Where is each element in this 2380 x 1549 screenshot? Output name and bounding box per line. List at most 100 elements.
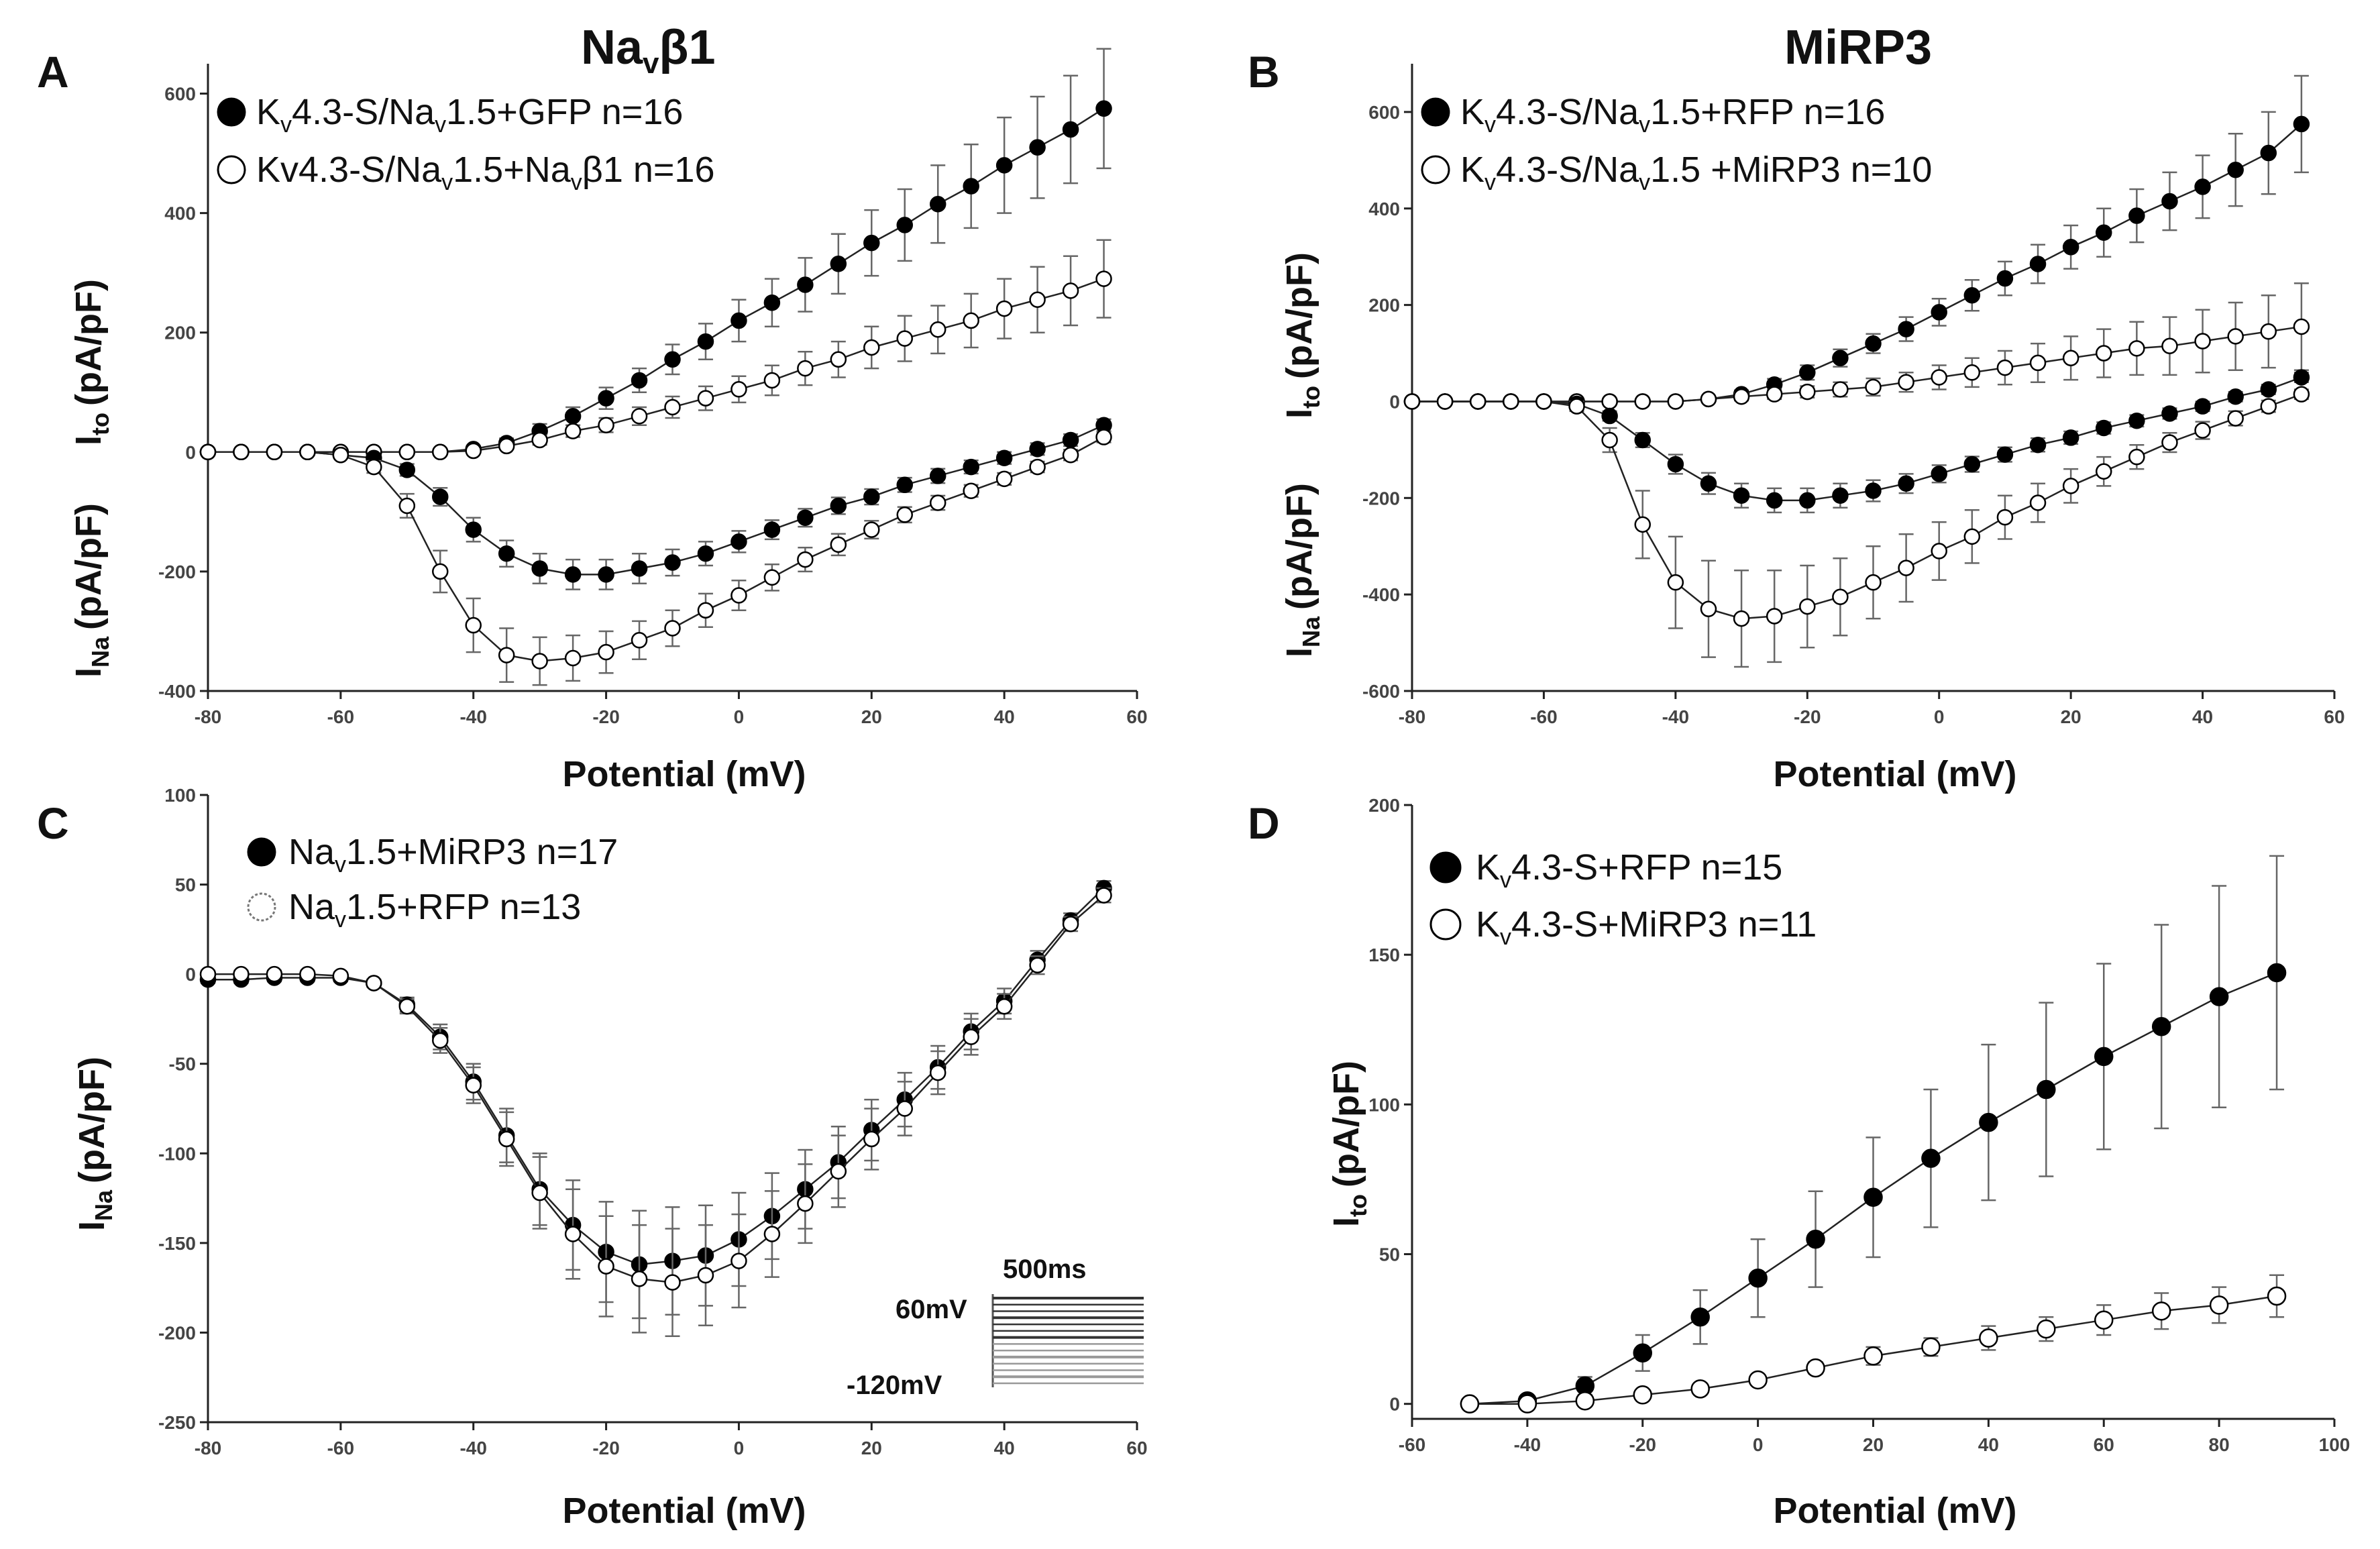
panel-d-xlabel: Potential (mV) [1773, 1491, 2016, 1531]
data-point [233, 443, 250, 461]
ylabel-a-ina-subscript: Na [87, 636, 114, 667]
x-tick-label-d: 80 [2209, 1434, 2230, 1455]
data-point [564, 649, 582, 667]
ylabel-b-ito-main: I [1279, 409, 1319, 419]
data-point [1634, 431, 1651, 449]
x-tick-label-c: -40 [459, 1438, 486, 1458]
data-point [1095, 429, 1112, 445]
data-point [963, 178, 979, 195]
data-point [995, 470, 1013, 488]
series-a-2 [199, 417, 1112, 590]
legend-b-mirp3-label: Kv4.3-S/Nav1.5 +MiRP3 n=10 [1460, 150, 1932, 195]
legend-a-navb1-post: β1 n=16 [582, 150, 715, 190]
panel-b-ylabel-ito: Ito (pA/pF) [1279, 252, 1325, 419]
y-tick-label-d: 150 [1368, 945, 1400, 965]
data-point [763, 294, 781, 311]
x-tick-label-d: 0 [1753, 1434, 1764, 1455]
series-line [1412, 393, 2302, 620]
data-point [1095, 270, 1112, 287]
data-point [1865, 335, 1882, 352]
data-point [830, 351, 847, 368]
panel-a-ylabel-ito: Ito (pA/pF) [68, 279, 114, 445]
series-c-1 [199, 887, 1112, 1338]
data-point [1633, 1385, 1652, 1405]
data-point [2096, 463, 2112, 480]
legend-b-rfp-k: K [1460, 92, 1484, 132]
data-point [1062, 121, 1079, 138]
data-point [731, 533, 747, 550]
data-point [199, 965, 217, 983]
data-point [1690, 1307, 1710, 1327]
data-point [332, 967, 349, 985]
data-point [1517, 1394, 1537, 1413]
data-point [1503, 393, 1519, 410]
data-point [1469, 393, 1486, 410]
y-tick-label-b: 400 [1368, 199, 1400, 219]
ylabel-a-ina-unit: (pA/pF) [68, 503, 109, 630]
data-point [531, 431, 548, 449]
x-tick-label-c: 20 [861, 1438, 882, 1458]
y-tick-label-c: -50 [169, 1054, 196, 1075]
data-point [2209, 987, 2229, 1006]
svg-text:Ito(pA/pF): Ito (pA/pF) [1326, 1061, 1372, 1227]
data-point [2037, 1079, 2056, 1100]
panel-letter-d: D [1248, 798, 1280, 848]
ylabel-b-ina-unit: (pA/pF) [1279, 483, 1319, 610]
x-tick-label-a: 40 [994, 706, 1015, 727]
data-point [830, 1163, 847, 1180]
data-point [2096, 419, 2112, 437]
data-point [598, 643, 614, 661]
data-point [366, 975, 382, 992]
series-d-1 [1460, 1274, 2287, 1413]
legend-b-rfp-sub2: v [1639, 112, 1650, 138]
data-point [797, 276, 814, 293]
data-point [797, 509, 814, 527]
data-point [2227, 328, 2244, 345]
ylabel-b-ito-subscript: to [1297, 386, 1325, 409]
legend-a-gfp-k: K [256, 92, 280, 132]
data-point [731, 381, 747, 398]
data-point [1898, 559, 1914, 576]
data-point [366, 458, 382, 476]
inset-top-voltage-label: 60mV [896, 1295, 967, 1324]
data-point [1667, 574, 1684, 591]
panel-c-legend: Nav1.5+MiRP3 n=17 Nav1.5+RFP n=13 [247, 832, 618, 932]
series-d-0 [1460, 855, 2287, 1413]
data-point [299, 965, 316, 983]
series-line [1412, 325, 2302, 403]
data-point [2062, 429, 2079, 446]
data-point [1062, 431, 1079, 449]
data-point [1865, 378, 1882, 396]
x-tick-label-c: -80 [195, 1438, 221, 1458]
series-a-1 [199, 239, 1112, 461]
x-tick-label-d: -20 [1629, 1434, 1656, 1455]
data-point [1029, 291, 1046, 308]
data-point [2161, 434, 2178, 451]
panel-d-ylabel-ito: Ito (pA/pF) [1326, 1061, 1372, 1227]
data-point [2161, 405, 2178, 422]
data-point [2151, 1017, 2171, 1036]
data-point [697, 545, 714, 562]
legend-b-mirp3-marker [1421, 155, 1450, 184]
y-tick-label-a: -200 [158, 562, 196, 582]
data-point [697, 390, 714, 407]
y-tick-label-d: 0 [1389, 1394, 1400, 1415]
data-point [564, 408, 582, 425]
data-point [1748, 1268, 1768, 1288]
data-point [1700, 475, 1717, 492]
data-point [2194, 422, 2211, 439]
data-point [1931, 466, 1947, 482]
legend-a-navb1-label: Kv4.3-S/Nav1.5+Navβ1 n=16 [256, 150, 715, 195]
data-point [564, 423, 582, 439]
y-tick-label-c: 0 [185, 964, 196, 985]
data-point [1634, 393, 1651, 410]
data-point [664, 554, 681, 571]
data-point [1535, 393, 1552, 410]
legend-b-mirp3-mid: 4.3-S/Na [1496, 150, 1639, 190]
data-point [1996, 509, 2014, 526]
data-point [1733, 610, 1750, 627]
data-point [664, 398, 681, 416]
data-point [929, 468, 946, 484]
data-point [2161, 337, 2178, 354]
